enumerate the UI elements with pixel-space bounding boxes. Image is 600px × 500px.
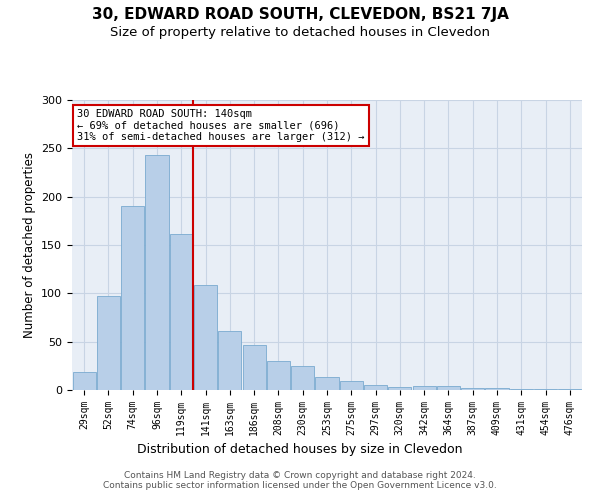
Bar [316, 378, 338, 390]
Bar [267, 361, 290, 390]
Bar [194, 284, 217, 390]
Bar [534, 389, 557, 390]
Text: 30 EDWARD ROAD SOUTH: 140sqm
← 69% of detached houses are smaller (696)
31% of s: 30 EDWARD ROAD SOUTH: 140sqm ← 69% of de… [77, 108, 365, 142]
Bar [242, 344, 266, 390]
Bar [485, 388, 509, 390]
Bar [170, 234, 193, 390]
Bar [97, 296, 120, 390]
Bar [437, 386, 460, 390]
Bar [218, 331, 241, 390]
Bar [145, 155, 169, 390]
Text: Size of property relative to detached houses in Clevedon: Size of property relative to detached ho… [110, 26, 490, 39]
Bar [291, 366, 314, 390]
Bar [413, 386, 436, 390]
Bar [73, 372, 95, 390]
Bar [340, 382, 363, 390]
Text: Distribution of detached houses by size in Clevedon: Distribution of detached houses by size … [137, 442, 463, 456]
Bar [388, 387, 412, 390]
Text: 30, EDWARD ROAD SOUTH, CLEVEDON, BS21 7JA: 30, EDWARD ROAD SOUTH, CLEVEDON, BS21 7J… [92, 8, 508, 22]
Text: Contains HM Land Registry data © Crown copyright and database right 2024.
Contai: Contains HM Land Registry data © Crown c… [103, 470, 497, 490]
Bar [461, 388, 484, 390]
Y-axis label: Number of detached properties: Number of detached properties [23, 152, 35, 338]
Bar [510, 389, 533, 390]
Bar [364, 385, 387, 390]
Bar [121, 206, 144, 390]
Bar [559, 389, 581, 390]
